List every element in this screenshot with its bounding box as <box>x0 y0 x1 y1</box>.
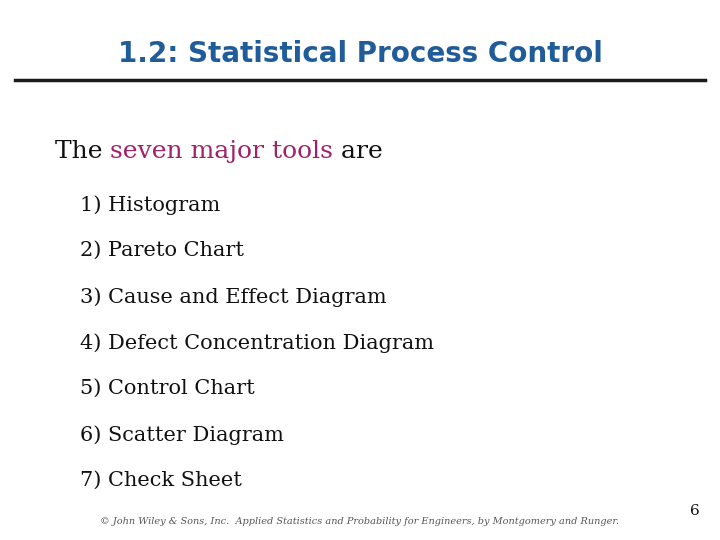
Text: seven major tools: seven major tools <box>110 140 333 163</box>
Text: 3) Cause and Effect Diagram: 3) Cause and Effect Diagram <box>80 287 387 307</box>
Text: are: are <box>333 140 383 163</box>
Text: 1) Histogram: 1) Histogram <box>80 195 220 215</box>
Text: 1.2: Statistical Process Control: 1.2: Statistical Process Control <box>117 40 603 68</box>
Text: 7) Check Sheet: 7) Check Sheet <box>80 471 242 490</box>
Text: 6) Scatter Diagram: 6) Scatter Diagram <box>80 425 284 444</box>
Text: 5) Control Chart: 5) Control Chart <box>80 379 255 398</box>
Text: 2) Pareto Chart: 2) Pareto Chart <box>80 241 244 260</box>
Text: © John Wiley & Sons, Inc.  Applied Statistics and Probability for Engineers, by : © John Wiley & Sons, Inc. Applied Statis… <box>101 517 619 526</box>
Text: 6: 6 <box>690 504 700 518</box>
Text: The: The <box>55 140 110 163</box>
Text: 4) Defect Concentration Diagram: 4) Defect Concentration Diagram <box>80 333 434 353</box>
